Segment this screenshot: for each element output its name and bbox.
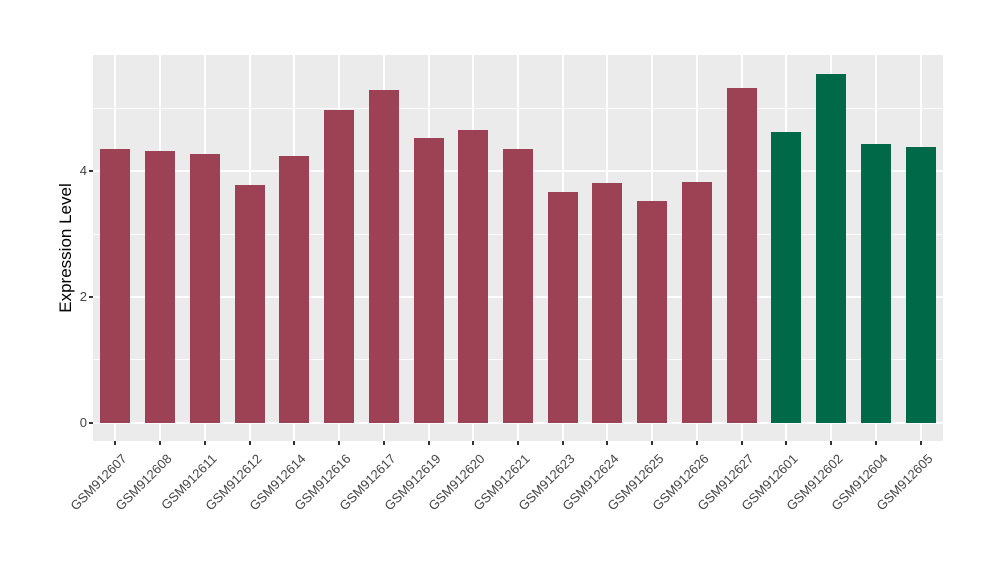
y-tick-label: 4 <box>79 163 87 179</box>
bar <box>681 181 712 423</box>
x-tick-mark <box>695 441 698 445</box>
x-tick-mark <box>740 441 743 445</box>
x-tick-mark <box>382 441 385 445</box>
x-tick-mark <box>293 441 296 445</box>
bar <box>905 147 936 423</box>
x-tick-mark <box>248 441 251 445</box>
bar <box>592 182 623 423</box>
x-tick-mark <box>338 441 341 445</box>
bar <box>816 73 847 423</box>
y-tick-mark <box>89 421 93 424</box>
x-tick-mark <box>651 441 654 445</box>
bar <box>771 131 802 423</box>
x-tick-mark <box>874 441 877 445</box>
x-tick-mark <box>606 441 609 445</box>
bar <box>726 87 757 423</box>
x-tick-mark <box>159 441 162 445</box>
x-tick-mark <box>517 441 519 445</box>
y-tick-label: 0 <box>79 414 87 430</box>
x-tick-mark <box>203 441 206 445</box>
bar <box>458 129 489 423</box>
bar <box>637 201 668 423</box>
x-tick-mark <box>919 441 922 445</box>
y-tick-label: 2 <box>79 289 87 305</box>
plot-panel <box>93 55 943 441</box>
x-tick-mark <box>427 441 430 445</box>
bar <box>100 148 131 423</box>
bar <box>234 185 265 423</box>
bar <box>324 110 355 423</box>
x-tick-mark <box>114 441 117 445</box>
y-axis-title: Expression Level <box>56 183 75 313</box>
y-tick-mark <box>89 296 93 299</box>
bar <box>145 151 176 423</box>
bar <box>368 90 399 423</box>
x-tick-mark <box>830 441 833 445</box>
bar <box>860 144 891 423</box>
x-tick-mark <box>472 441 475 445</box>
bar <box>279 155 310 423</box>
bar <box>503 148 533 423</box>
bar <box>413 137 444 423</box>
x-tick-mark <box>785 441 788 445</box>
x-tick-mark <box>561 441 564 445</box>
bar <box>189 154 220 423</box>
bar <box>547 192 578 423</box>
y-tick-mark <box>89 170 93 173</box>
